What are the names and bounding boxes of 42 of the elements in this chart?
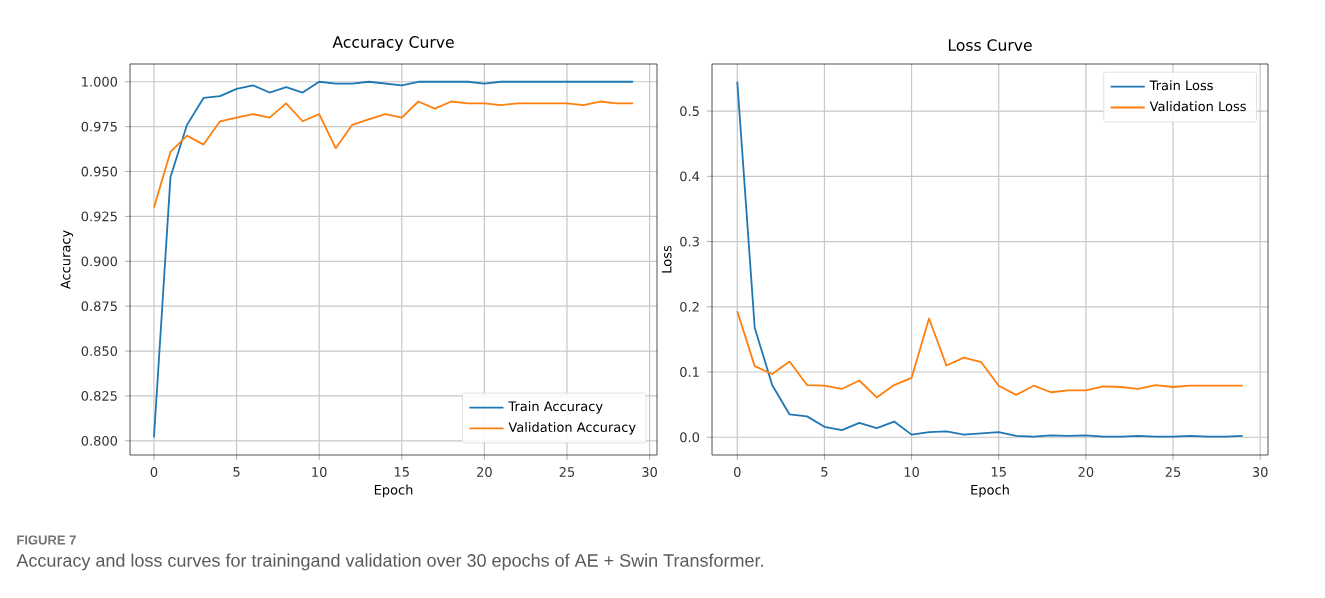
- y-tick-label: 0.800: [81, 435, 118, 446]
- y-tick-label: 0.950: [81, 166, 118, 177]
- x-tick-label: 0: [734, 467, 741, 477]
- caption: FIGURE 7: [17, 535, 76, 545]
- y-tick-label: 0.5: [680, 106, 699, 117]
- y-axis-title: Accuracy: [60, 230, 73, 290]
- x-tick-label: 5: [233, 467, 240, 477]
- x-tick-label: 5: [821, 467, 828, 477]
- x-tick-label: 30: [642, 467, 657, 477]
- y-tick-label: 0.900: [81, 256, 118, 267]
- x-tick-label: 15: [991, 467, 1006, 477]
- legend-label: Train Loss: [1149, 80, 1213, 91]
- y-tick-label: 0.1: [680, 367, 699, 377]
- y-tick-label: 0.4: [680, 171, 700, 182]
- legend-label: Validation Accuracy: [508, 421, 636, 435]
- y-tick-label: 1.000: [82, 76, 118, 87]
- text: Accuracy and loss curves for trainingand validation over 30 epochs of AE + Swin Transformer.: [16, 553, 763, 571]
- x-axis-title: Epoch: [374, 484, 413, 498]
- legend-label: Validation Loss: [1149, 101, 1246, 112]
- legend-label: Train Accuracy: [508, 401, 603, 414]
- x-tick-label: 20: [477, 467, 492, 477]
- y-tick-label: 0.3: [680, 236, 699, 247]
- x-tick-label: 10: [312, 467, 327, 477]
- x-axis-title: Epoch: [971, 484, 1009, 498]
- y-tick-label: 0.850: [81, 346, 118, 356]
- x-tick-label: 0: [150, 467, 158, 477]
- x-tick-label: 15: [394, 467, 409, 477]
- x-tick-label: 25: [559, 467, 575, 477]
- y-tick-label: 0.0: [680, 432, 700, 443]
- chart-title: Accuracy Curve: [332, 36, 454, 51]
- x-tick-label: 20: [1078, 467, 1094, 477]
- x-tick-label: 30: [1252, 467, 1268, 477]
- x-tick-label: 10: [904, 467, 919, 477]
- y-tick-label: 0.2: [680, 301, 699, 312]
- y-axis-title: Loss: [661, 245, 672, 273]
- y-tick-label: 0.825: [81, 391, 117, 401]
- y-tick-label: 0.875: [81, 301, 117, 312]
- line-series: [736, 80, 1244, 438]
- y-tick-label: 0.925: [81, 211, 117, 222]
- y-tick-label: 0.975: [81, 121, 117, 132]
- x-tick-label: 25: [1165, 467, 1181, 477]
- chart-title: Loss Curve: [948, 39, 1032, 51]
